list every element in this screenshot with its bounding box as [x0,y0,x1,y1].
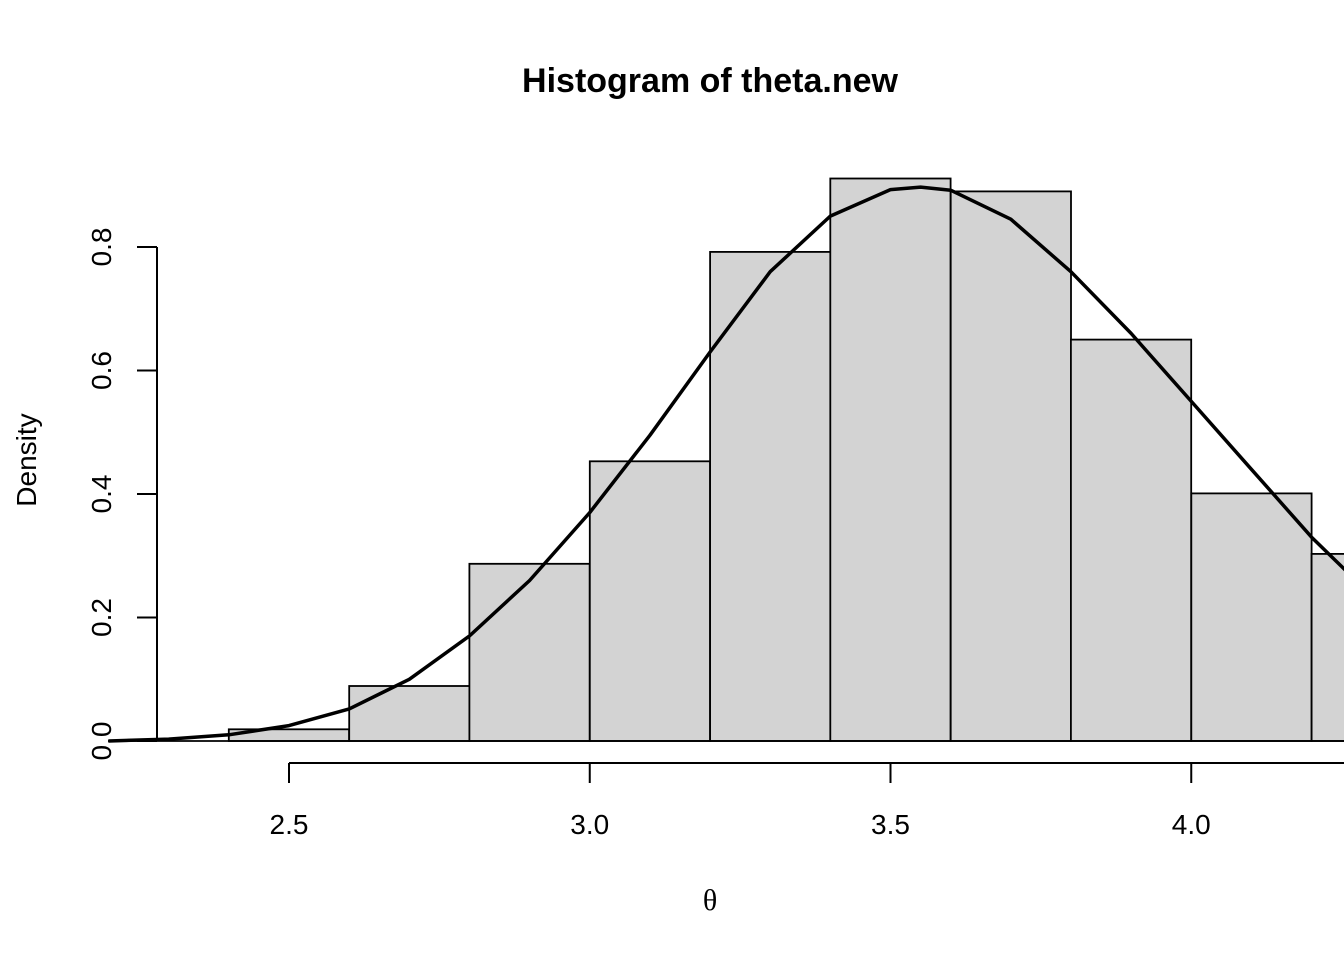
histogram-bar [348,685,471,742]
y-axis-label: Density [11,413,42,506]
x-axis-label: θ [703,884,717,917]
x-tick-label: 3.0 [570,809,609,840]
histogram-bar [1070,338,1193,742]
x-tick-label: 3.5 [871,809,910,840]
x-axis: 2.53.03.54.04.55.05.5 [270,762,1344,840]
histogram-bar [829,177,952,742]
y-tick-label: 0.8 [86,228,117,267]
histogram-bar [588,460,711,742]
y-tick-label: 0.4 [86,475,117,514]
y-tick-label: 0.6 [86,351,117,390]
chart-title: Histogram of theta.new [522,62,898,100]
histogram-bar [468,562,591,742]
density-curve [108,185,1344,743]
y-axis: 0.0 0.2 0.4 0.6 0.8 [86,228,158,761]
y-tick-label: 0.0 [86,722,117,761]
x-tick-label: 2.5 [270,809,309,840]
y-tick-label: 0.2 [86,598,117,637]
histogram-bar [949,190,1072,742]
x-tick-label: 4.0 [1172,809,1211,840]
histogram-bars [108,177,1344,742]
histogram-bar [1190,492,1313,742]
histogram-bar [1310,553,1344,742]
